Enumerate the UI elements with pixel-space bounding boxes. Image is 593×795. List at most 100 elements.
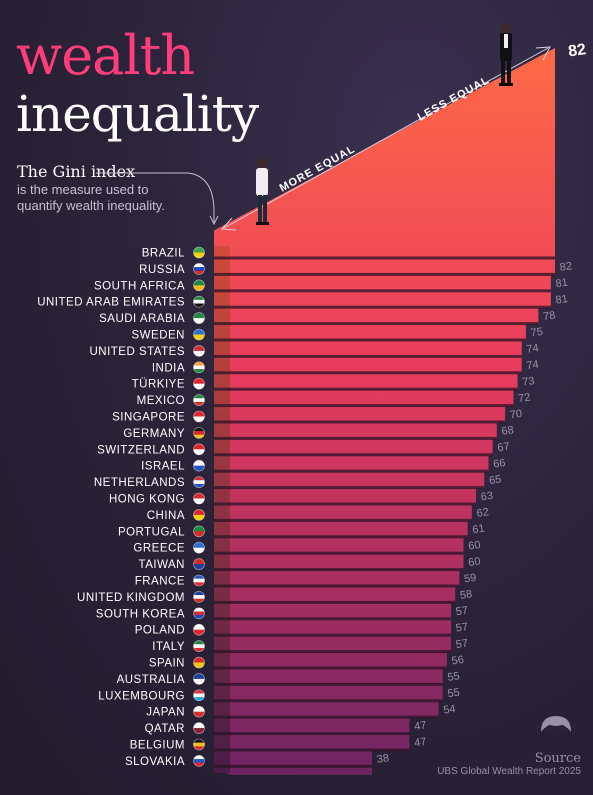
bar-spain [214,666,447,670]
value-label: 55 [447,687,461,701]
flag-united-states-icon [193,345,205,357]
country-label: ITALY [152,641,185,653]
flag-qatar-icon [193,722,205,734]
country-label: RUSSIA [139,264,185,276]
flag-united-kingdom-icon [193,591,205,603]
flag-china-icon [193,509,205,521]
flag-south-africa-icon [193,279,205,292]
flag-portugal-icon [193,525,205,538]
flag-japan-icon [193,705,205,718]
country-label: SINGAPORE [112,412,185,424]
country-label: INDIA [152,362,185,374]
flag-belgium-icon [193,738,205,751]
country-label: CHINA [147,510,185,522]
gini-index-heading: The Gini index [17,162,136,181]
flag-russia-icon [193,263,205,275]
country-label: SAUDI ARABIA [99,313,185,325]
country-label: AUSTRALIA [117,674,185,686]
flag-spain-icon [193,656,205,669]
flag-slovakia-icon [193,755,205,767]
value-label: 74 [526,359,540,373]
flag-poland-icon [193,623,205,636]
value-label: 82 [567,41,587,60]
value-label: 58 [459,588,473,602]
value-label: 74 [526,342,540,356]
bar-wall-surface [214,48,555,775]
value-label: 75 [530,326,544,340]
country-label: SOUTH KOREA [96,608,185,620]
flag-switzerland-icon [193,443,205,456]
bar-south-korea [214,617,452,621]
value-label: 47 [413,736,427,750]
country-label: SWITZERLAND [97,444,185,456]
title-inequality: inequality [16,85,259,143]
bar-united-arab-emirates [214,305,551,309]
flag-united-arab-emirates-icon [193,295,205,308]
flag-france-icon [193,574,205,587]
bar-india [214,371,522,375]
flag-group [193,246,205,767]
value-label: 57 [455,605,469,619]
flag-hong-kong-icon [193,492,205,505]
bar-belgium [214,748,410,752]
value-label: 68 [501,424,515,438]
country-label: FRANCE [135,576,185,588]
flag-sweden-icon [193,328,205,341]
country-label: PORTUGAL [118,526,185,538]
country-label: UNITED ARAB EMIRATES [37,297,185,309]
value-label: 72 [517,391,531,405]
equality-axis-line [223,47,549,229]
value-label: 54 [443,703,457,717]
flag-t-rkiye-icon [193,377,205,390]
country-label: BELGIUM [130,740,185,752]
flag-brazil-icon [193,246,205,259]
value-label: 59 [463,572,477,586]
bar-united-kingdom [214,600,456,604]
country-label: GERMANY [123,428,185,440]
value-label: 63 [480,490,494,504]
value-label-group: 82 82 81 81 78 75 74 74 73 72 70 68 67 66 65 63 62 61 60 60… [376,41,587,766]
person-more-equal-icon [256,158,269,225]
gini-callout-arrowhead [209,215,219,226]
country-label: SLOVAKIA [125,756,185,768]
flag-germany-icon [193,427,205,439]
flag-taiwan-icon [193,558,205,570]
value-label: 66 [492,457,506,471]
value-label: 60 [468,539,482,553]
country-label: TAIWAN [139,559,185,571]
country-label: SWEDEN [132,330,185,342]
value-label: 56 [451,654,465,668]
country-label-group: BRAZIL RUSSIA SOUTH AFRICA UNITED ARAB EMIR… [37,248,185,768]
value-label: 61 [472,523,486,537]
value-label: 55 [447,670,461,684]
value-label: 60 [468,555,482,569]
bar-switzerland [214,453,493,457]
value-label: 73 [522,375,536,389]
title-wealth: wealth [16,24,195,87]
gini-callout-arrow [96,172,215,222]
bar-russia [214,272,555,276]
flag-australia-icon [193,673,205,685]
bar-portugal [214,535,468,539]
flag-luxembourg-icon [193,689,205,702]
country-label: LUXEMBOURG [98,690,185,702]
bar-brazil [214,256,555,260]
flag-netherlands-icon [193,476,205,488]
source-text: UBS Global Wealth Report 2025 [437,766,581,777]
source-heading: Source [534,751,581,766]
country-label: UNITED STATES [89,346,185,358]
bar-greece [214,551,464,555]
visual-capitalist-logo-icon [541,716,571,733]
country-label: SOUTH AFRICA [94,280,185,292]
bar-front-face [214,246,230,773]
flag-south-korea-icon [193,607,205,620]
country-label: UNITED KINGDOM [77,592,185,604]
value-label: 47 [413,719,427,733]
country-label: ISRAEL [141,461,185,473]
value-label: 65 [488,473,502,487]
flag-israel-icon [193,459,205,472]
value-label: 57 [455,621,469,635]
bar-singapore [214,420,506,424]
country-label: NETHERLANDS [94,477,185,489]
